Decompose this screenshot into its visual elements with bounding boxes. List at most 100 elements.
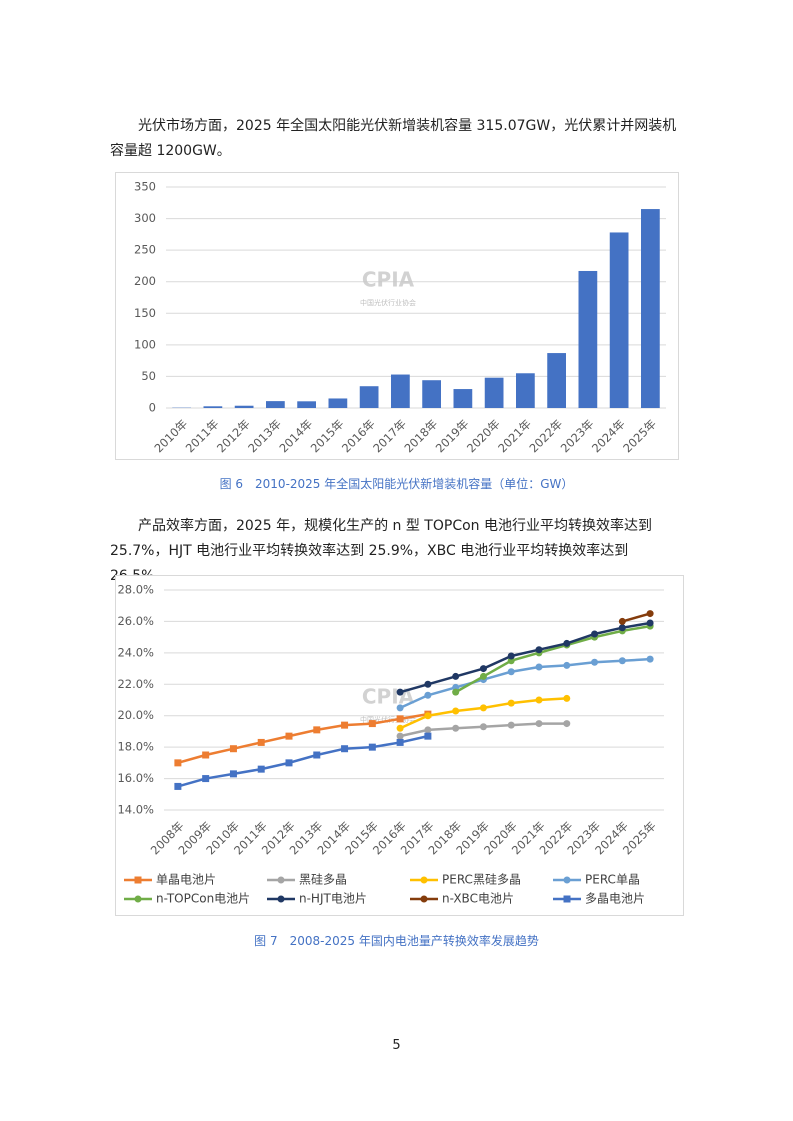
marker xyxy=(257,765,265,773)
marker xyxy=(479,672,487,680)
bar xyxy=(578,270,598,408)
bar xyxy=(297,401,316,408)
legend-swatch-marker xyxy=(420,895,428,903)
marker xyxy=(535,646,543,654)
marker xyxy=(452,672,460,680)
marker xyxy=(452,724,460,732)
x-tick-label: 2021年 xyxy=(495,417,534,456)
legend-label: n-HJT电池片 xyxy=(299,892,367,906)
marker xyxy=(341,745,349,753)
marker xyxy=(479,665,487,673)
marker xyxy=(479,704,487,712)
chart: 14.0% 16.0% 18.0% 20.0% 22.0% 24.0% 26.0% 28.0%… xyxy=(117,583,664,906)
legend-label: PERC单晶 xyxy=(585,873,640,887)
legend-label: 单晶电池片 xyxy=(156,873,216,887)
x-tick-label: 2014年 xyxy=(276,417,315,456)
x-tick-label: 2022年 xyxy=(526,417,565,456)
x-tick-label: 2016年 xyxy=(339,417,378,456)
y-tick-label: 150 xyxy=(134,306,156,320)
marker xyxy=(535,720,543,728)
legend-label: n-TOPCon电池片 xyxy=(156,892,250,906)
marker xyxy=(174,759,182,767)
marker xyxy=(535,696,543,704)
marker xyxy=(368,743,376,751)
x-tick-label: 2025年 xyxy=(620,417,659,456)
marker xyxy=(479,723,487,731)
marker xyxy=(507,699,515,707)
chart-frame: 0 50 100 150 200 250 300 350 CPIA 中国光伏行业协会 2010年 20… xyxy=(115,172,679,460)
series-line xyxy=(455,624,651,694)
marker xyxy=(285,759,293,767)
y-tick-label: 18.0% xyxy=(117,740,154,754)
figure-caption: 图 7 2008-2025 年国内电池量产转换效率发展趋势 xyxy=(254,934,539,948)
marker xyxy=(424,712,432,720)
x-tick-label: 2015年 xyxy=(308,417,347,456)
legend-swatch-marker xyxy=(420,876,428,884)
marker xyxy=(202,751,210,759)
series-line xyxy=(177,712,429,765)
legend-label: n-XBC电池片 xyxy=(442,892,514,906)
figure-caption: 图 6 2010-2025 年全国太阳能光伏新增装机容量（单位：GW） xyxy=(219,477,574,491)
marker xyxy=(396,715,404,723)
y-tick-label: 26.0% xyxy=(117,614,154,628)
x-tick-label: 2024年 xyxy=(589,417,628,456)
y-tick-label: 50 xyxy=(141,369,156,383)
marker xyxy=(563,639,571,647)
legend-swatch-marker xyxy=(277,876,285,884)
marker xyxy=(396,724,404,732)
legend-label: 黑硅多晶 xyxy=(299,873,347,887)
marker xyxy=(591,630,599,638)
legend-swatch-marker xyxy=(134,876,142,884)
x-tick-label: 2017年 xyxy=(370,417,409,456)
y-tick-label: 22.0% xyxy=(117,677,154,691)
x-tick-label: 2018年 xyxy=(401,417,440,456)
watermark-name: 中国光伏行业协会 xyxy=(360,298,416,307)
y-tick-label: 28.0% xyxy=(117,583,154,597)
marker xyxy=(174,782,182,790)
marker xyxy=(646,655,654,663)
marker xyxy=(618,624,626,632)
marker xyxy=(646,610,654,618)
x-tick-label: 2019年 xyxy=(433,417,472,456)
marker xyxy=(507,721,515,729)
series-line xyxy=(177,734,429,788)
marker xyxy=(507,652,515,660)
marker xyxy=(424,680,432,688)
legend-swatch-marker xyxy=(563,895,571,903)
x-tick-label: 2012年 xyxy=(214,417,253,456)
chart: 050100150200250300350CPIA中国光伏行业协会2010年20… xyxy=(134,180,666,456)
marker xyxy=(396,704,404,712)
x-tick-label: 2013年 xyxy=(245,417,284,456)
bar xyxy=(266,401,285,408)
marker xyxy=(563,661,571,669)
marker xyxy=(396,688,404,696)
marker xyxy=(229,745,237,753)
marker xyxy=(229,770,237,778)
marker xyxy=(424,732,432,740)
y-tick-label: 300 xyxy=(134,211,156,225)
bar xyxy=(203,406,223,408)
y-tick-label: 24.0% xyxy=(117,645,154,659)
bar xyxy=(234,405,254,408)
paragraph: 光伏市场方面，2025 年全国太阳能光伏新增装机容量 315.07GW，光伏累计… xyxy=(110,118,677,159)
marker xyxy=(646,619,654,627)
legend-label: PERC黑硅多晶 xyxy=(442,873,521,887)
marker xyxy=(396,738,404,746)
marker xyxy=(424,726,432,734)
marker xyxy=(507,668,515,676)
marker xyxy=(202,775,210,783)
y-tick-label: 14.0% xyxy=(117,803,154,817)
bar xyxy=(609,232,629,408)
marker xyxy=(313,726,321,734)
bar xyxy=(391,374,410,408)
x-tick-label: 2023年 xyxy=(558,417,597,456)
page-number: 5 xyxy=(392,1038,401,1053)
bar xyxy=(453,389,473,408)
marker xyxy=(618,657,626,665)
marker xyxy=(618,617,626,625)
x-tick-label: 2020年 xyxy=(464,417,503,456)
y-tick-label: 0 xyxy=(149,401,156,415)
marker xyxy=(396,732,404,740)
y-tick-label: 16.0% xyxy=(117,771,154,785)
